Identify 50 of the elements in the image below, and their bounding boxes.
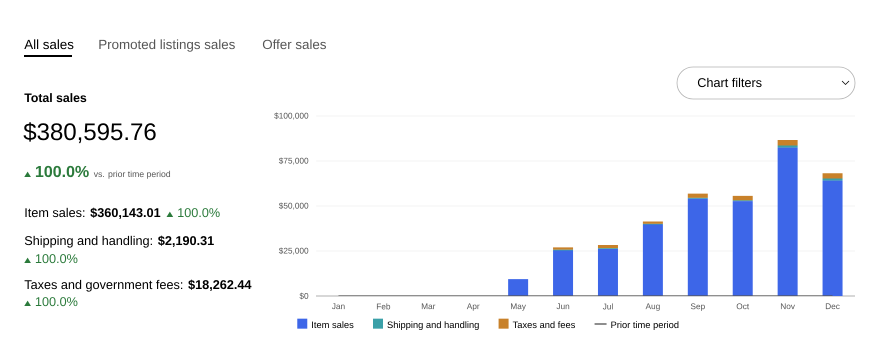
text: 100.0% xyxy=(36,166,89,178)
x-tick-label: Jun xyxy=(556,303,570,310)
bar xyxy=(688,194,708,198)
text: Shipping and handling: $2,190.31 xyxy=(24,236,214,248)
text: Total sales xyxy=(24,93,86,102)
bar xyxy=(778,148,798,296)
bar xyxy=(822,173,843,178)
bar xyxy=(598,245,618,248)
text: 100.0% xyxy=(36,254,78,264)
bar xyxy=(688,198,708,296)
bar xyxy=(642,224,663,296)
legend-label: Shipping and handling xyxy=(387,321,479,330)
legend-label: Prior time period xyxy=(611,321,678,330)
bar xyxy=(598,249,618,296)
text: Taxes and government fees: $18,262.44 xyxy=(24,280,252,292)
y-tick-label: $0 xyxy=(300,292,308,300)
y-tick-label: $75,000 xyxy=(278,157,308,165)
y-tick-label: $25,000 xyxy=(278,247,308,255)
x-tick-label: May xyxy=(510,303,526,311)
x-tick-label: Feb xyxy=(376,303,390,310)
y-tick-label: $100,000 xyxy=(274,112,308,120)
text: vs. prior time period xyxy=(94,170,170,179)
bar xyxy=(732,201,753,296)
text: Item sales: $360,143.01 xyxy=(25,208,160,219)
text: 100.0% xyxy=(36,297,78,306)
bar xyxy=(822,178,843,181)
y-tick-label: $50,000 xyxy=(278,202,308,210)
x-tick-label: Jan xyxy=(332,303,345,310)
x-tick-label: Sep xyxy=(690,303,705,311)
bar xyxy=(732,196,753,200)
bar xyxy=(778,140,798,146)
bar xyxy=(553,250,574,296)
text: 100.0% xyxy=(178,208,220,218)
legend-label: Item sales xyxy=(312,321,354,328)
x-tick-label: Aug xyxy=(646,303,660,311)
x-tick-label: Dec xyxy=(826,303,840,310)
text: Promoted listings sales xyxy=(99,39,235,52)
x-tick-label: Jul xyxy=(602,303,613,310)
x-tick-label: Apr xyxy=(466,303,480,311)
bar xyxy=(508,279,528,296)
x-tick-label: Oct xyxy=(736,303,750,310)
text: Offer sales xyxy=(262,39,326,50)
x-tick-label: Mar xyxy=(422,303,436,310)
text: Chart filters xyxy=(698,78,762,88)
legend-label: Taxes and fees xyxy=(512,321,576,328)
bar xyxy=(822,180,843,296)
text: $380,595.76 xyxy=(24,122,156,144)
x-tick-label: Nov xyxy=(780,303,795,310)
text: All sales xyxy=(24,39,74,50)
bar xyxy=(642,221,663,224)
